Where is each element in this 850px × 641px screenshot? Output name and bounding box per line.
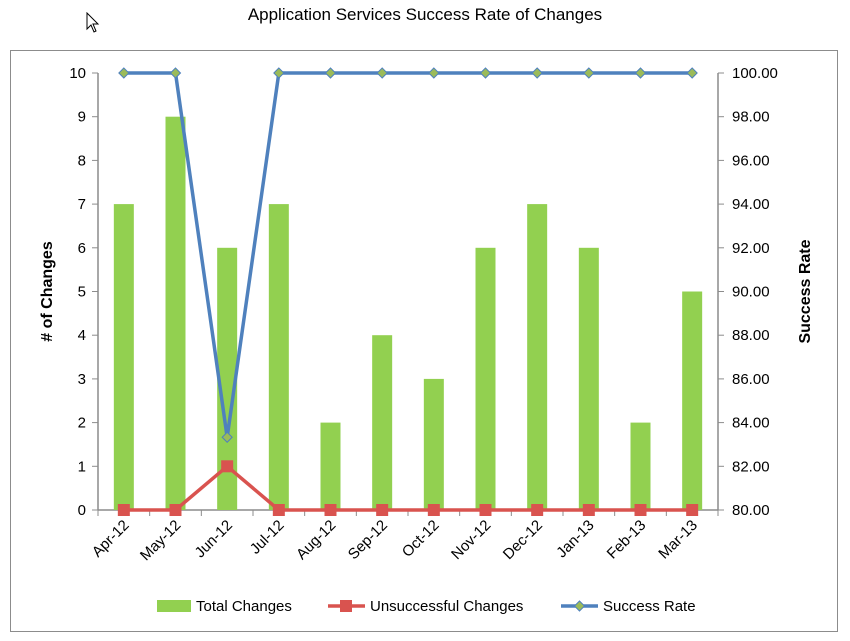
y2-axis-title: Success Rate (797, 239, 814, 343)
series-line-unsuccessful-changes (124, 466, 692, 510)
x-tick-label: Jun-12 (192, 517, 236, 561)
right-tick-label: 90.00 (732, 284, 770, 301)
right-tick-label: 82.00 (732, 458, 770, 475)
marker-unsuccessful-changes (480, 504, 492, 516)
x-tick-label: Apr-12 (89, 517, 133, 561)
bar-total-changes (424, 379, 444, 510)
x-tick-label: Feb-13 (604, 517, 650, 563)
x-tick-label: Jan-13 (553, 517, 597, 561)
bar-total-changes (682, 292, 702, 511)
marker-success-rate (171, 68, 181, 78)
marker-unsuccessful-changes (325, 504, 337, 516)
bar-total-changes (631, 423, 651, 510)
marker-unsuccessful-changes (376, 504, 388, 516)
right-tick-label: 94.00 (732, 196, 770, 213)
legend-label-success-rate: Success Rate (603, 598, 696, 615)
legend-swatch-marker-unsuccessful (340, 600, 352, 612)
x-tick-label: Mar-13 (655, 517, 701, 563)
left-tick-label: 5 (78, 284, 86, 301)
x-tick-label: Nov-12 (448, 517, 494, 563)
marker-success-rate (636, 68, 646, 78)
bar-total-changes (114, 204, 134, 510)
right-tick-label: 80.00 (732, 502, 770, 519)
bar-total-changes (476, 248, 496, 510)
left-tick-label: 7 (78, 196, 86, 213)
marker-unsuccessful-changes (221, 460, 233, 472)
series-line-success-rate (124, 73, 692, 437)
x-tick-label: Jul-12 (247, 517, 288, 558)
legend-swatch-marker-success-rate (575, 601, 585, 611)
right-tick-label: 88.00 (732, 327, 770, 344)
marker-unsuccessful-changes (531, 504, 543, 516)
bar-total-changes (321, 423, 341, 510)
x-tick-label: May-12 (137, 517, 184, 564)
marker-success-rate (119, 68, 129, 78)
marker-unsuccessful-changes (273, 504, 285, 516)
chart-plot: 0 1 2 3 4 5 6 7 8 9 10 80.00 82.00 84.00 86.00 88.00 90.… (0, 0, 850, 641)
right-tick-label: 86.00 (732, 371, 770, 388)
left-tick-label: 0 (78, 502, 86, 519)
bar-total-changes (579, 248, 599, 510)
left-tick-label: 1 (78, 458, 86, 475)
bar-total-changes (527, 204, 547, 510)
marker-success-rate (326, 68, 336, 78)
left-tick-label: 3 (78, 371, 86, 388)
marker-success-rate (429, 68, 439, 78)
right-tick-label: 96.00 (732, 152, 770, 169)
marker-success-rate (274, 68, 284, 78)
right-tick-label: 98.00 (732, 109, 770, 126)
x-tick-label: Aug-12 (293, 517, 339, 563)
left-tick-label: 6 (78, 240, 86, 257)
marker-unsuccessful-changes (118, 504, 130, 516)
left-tick-label: 2 (78, 415, 86, 432)
x-tick-label: Dec-12 (500, 517, 546, 563)
marker-unsuccessful-changes (428, 504, 440, 516)
marker-success-rate (481, 68, 491, 78)
left-tick-label: 9 (78, 109, 86, 126)
marker-success-rate (584, 68, 594, 78)
bar-total-changes (269, 204, 289, 510)
legend-label-total-changes: Total Changes (196, 598, 292, 615)
marker-success-rate (377, 68, 387, 78)
x-tick-label: Sep-12 (345, 517, 391, 563)
bar-total-changes (166, 117, 186, 510)
right-tick-label: 84.00 (732, 415, 770, 432)
marker-unsuccessful-changes (686, 504, 698, 516)
marker-unsuccessful-changes (635, 504, 647, 516)
y-axis-title: # of Changes (39, 241, 56, 342)
marker-unsuccessful-changes (170, 504, 182, 516)
left-tick-label: 4 (78, 327, 86, 344)
legend-swatch-total-changes (157, 600, 191, 612)
right-tick-label: 100.00 (732, 65, 778, 82)
legend-label-unsuccessful-changes: Unsuccessful Changes (370, 598, 523, 615)
left-tick-label: 10 (69, 65, 86, 82)
marker-unsuccessful-changes (583, 504, 595, 516)
bar-total-changes (372, 335, 392, 510)
x-tick-label: Oct-12 (399, 517, 443, 561)
right-tick-label: 92.00 (732, 240, 770, 257)
marker-success-rate (532, 68, 542, 78)
marker-success-rate (687, 68, 697, 78)
left-tick-label: 8 (78, 152, 86, 169)
